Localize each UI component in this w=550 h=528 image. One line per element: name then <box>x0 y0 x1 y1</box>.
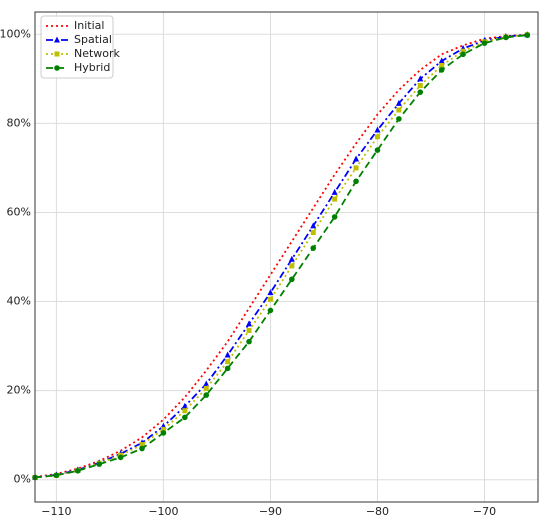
x-tick-label: −90 <box>259 505 282 518</box>
y-tick-label: 40% <box>7 295 31 308</box>
point <box>203 385 209 391</box>
point <box>460 48 466 54</box>
point <box>417 89 424 95</box>
legend-label: Network <box>74 47 121 60</box>
x-tick-label: −70 <box>473 505 496 518</box>
point <box>353 178 359 185</box>
point <box>374 147 381 153</box>
point <box>438 67 445 73</box>
point <box>481 40 488 46</box>
point <box>332 196 338 202</box>
point <box>246 320 253 327</box>
point <box>224 365 231 372</box>
line <box>34 33 528 478</box>
x-tick-label: −80 <box>366 505 389 518</box>
plot-frame <box>34 11 539 503</box>
point <box>417 75 424 82</box>
y-tick-label: 80% <box>7 116 31 129</box>
x-tick-label: −100 <box>148 505 178 518</box>
point <box>203 380 210 387</box>
line <box>34 34 528 479</box>
point <box>353 165 359 171</box>
point <box>503 34 509 41</box>
point <box>310 222 317 229</box>
point <box>246 338 252 345</box>
point <box>439 62 445 68</box>
point <box>181 402 188 409</box>
point <box>225 359 231 365</box>
point <box>417 83 423 88</box>
point <box>288 255 295 262</box>
y-tick-label: 20% <box>7 384 31 397</box>
point <box>117 454 124 461</box>
point <box>160 430 167 436</box>
point <box>53 472 60 479</box>
point <box>331 214 338 220</box>
point <box>438 57 445 64</box>
point <box>331 188 338 195</box>
point <box>139 442 145 448</box>
point <box>182 408 188 414</box>
legend-label: Initial <box>74 19 104 32</box>
point <box>267 289 274 296</box>
legend-marker <box>54 36 60 43</box>
point <box>75 468 81 474</box>
point <box>139 445 145 452</box>
y-tick-label: 0% <box>14 473 31 486</box>
legend-marker <box>54 65 60 71</box>
point <box>396 107 402 113</box>
point <box>374 134 380 140</box>
point <box>267 307 274 314</box>
y-tick-label: 100% <box>0 27 31 40</box>
point <box>224 351 231 358</box>
line <box>34 33 528 479</box>
line <box>34 33 528 479</box>
legend-label: Hybrid <box>74 61 110 74</box>
point <box>396 116 402 122</box>
legend-box <box>40 15 114 79</box>
point <box>395 99 402 106</box>
x-tick-label: −110 <box>41 505 71 518</box>
y-tick-label: 60% <box>7 205 31 218</box>
point <box>310 245 317 251</box>
point <box>182 414 188 421</box>
point <box>267 296 273 302</box>
point <box>289 276 295 283</box>
point <box>289 263 295 269</box>
point <box>353 155 360 162</box>
point <box>460 51 466 58</box>
point <box>524 32 531 38</box>
legend-marker <box>54 51 60 57</box>
point <box>374 126 381 133</box>
point <box>203 392 210 398</box>
point <box>246 328 252 333</box>
legend-label: Spatial <box>74 33 112 46</box>
point <box>96 461 103 467</box>
point <box>160 426 166 432</box>
point <box>310 230 316 235</box>
